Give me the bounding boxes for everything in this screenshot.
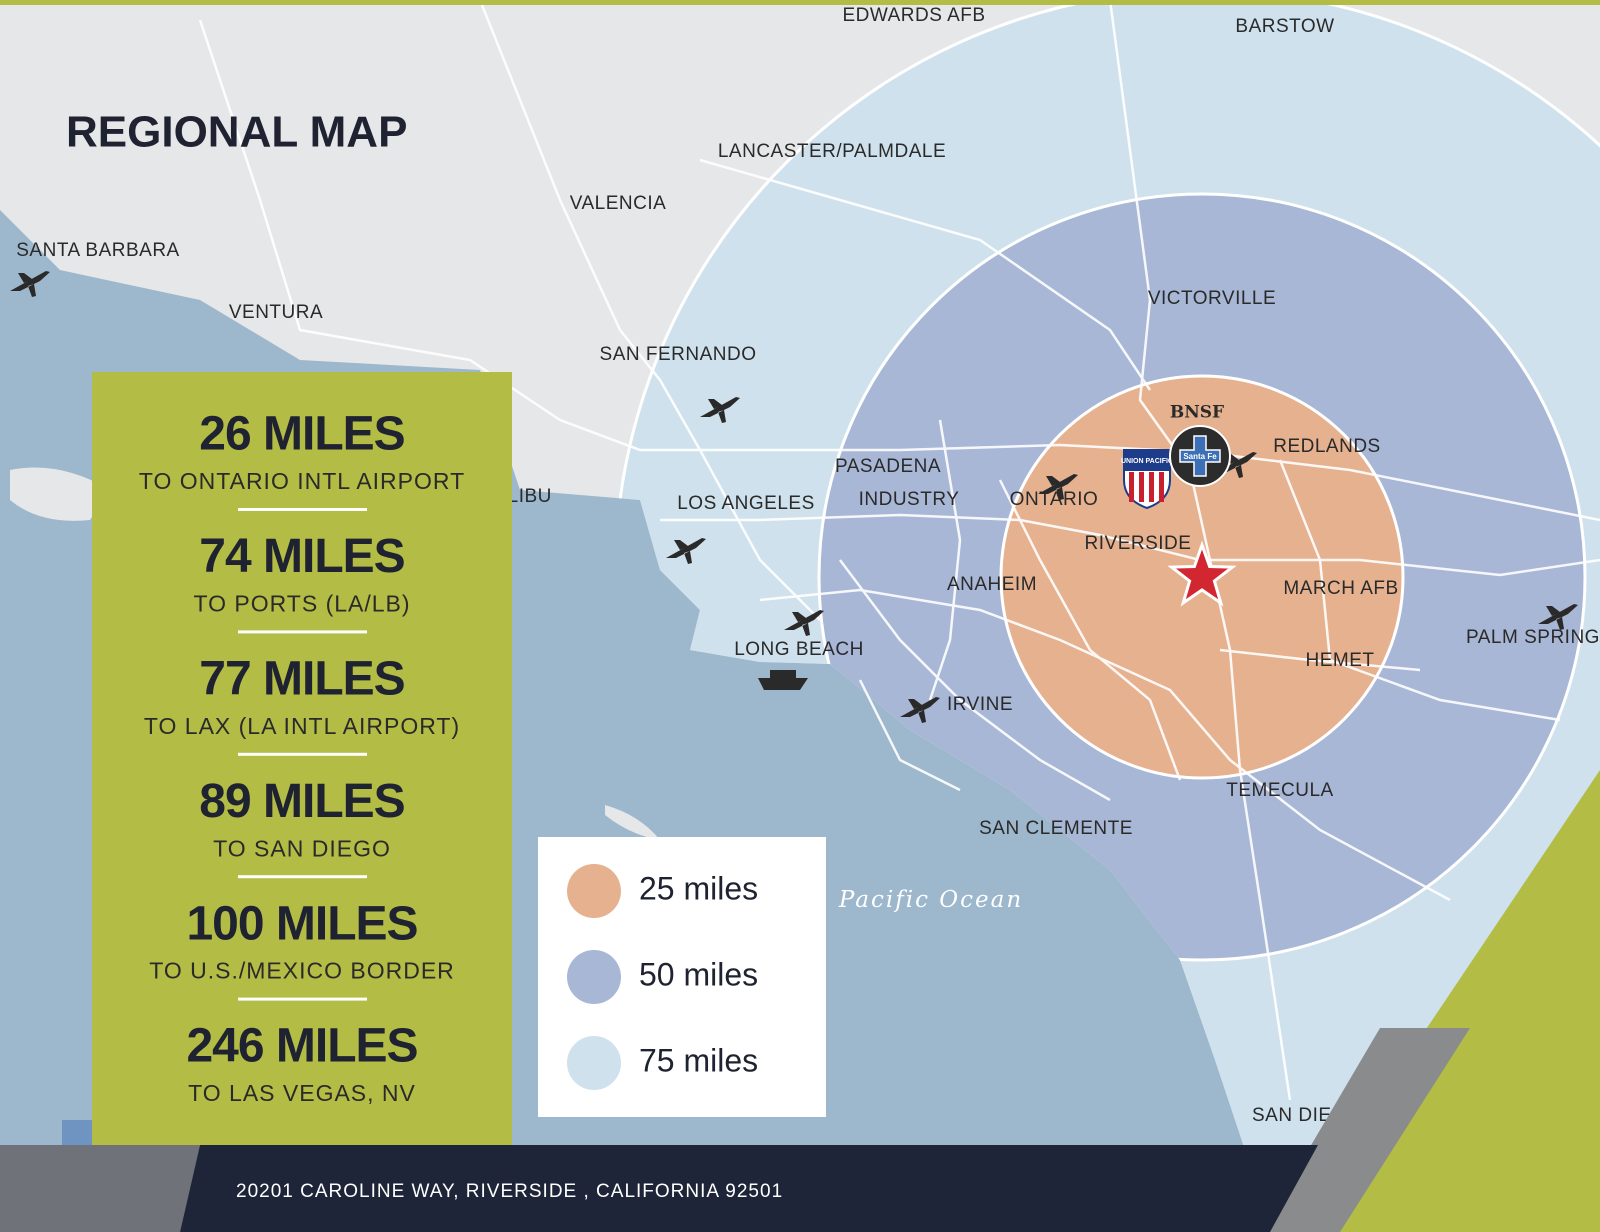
footer-left bbox=[0, 1145, 200, 1232]
rail-label: Santa Fe bbox=[1183, 452, 1217, 461]
rail-label: UNION PACIFIC bbox=[1121, 458, 1173, 465]
airport-icon bbox=[1217, 452, 1257, 478]
airport-icon bbox=[784, 610, 824, 636]
top-rule bbox=[0, 0, 1600, 5]
airport-icon bbox=[1038, 474, 1078, 500]
distance-destination: TO SAN DIEGO bbox=[213, 835, 391, 861]
roads bbox=[198, 0, 1600, 1101]
distance-destination: TO ONTARIO INTL AIRPORT bbox=[139, 468, 465, 494]
airport-icon bbox=[666, 538, 706, 564]
shield-stripe bbox=[1149, 472, 1154, 502]
island bbox=[10, 467, 110, 521]
shield-stripe bbox=[1159, 472, 1164, 502]
legend-swatch bbox=[567, 1036, 621, 1090]
separator bbox=[238, 508, 367, 511]
city-label: IRVINE bbox=[947, 694, 1013, 715]
distance-value: 100 MILES bbox=[186, 897, 417, 950]
legend-label: 25 miles bbox=[639, 870, 758, 906]
shield-stripe bbox=[1129, 472, 1134, 502]
city-label: MARCH AFB bbox=[1283, 578, 1398, 599]
city-label: LANCASTER/PALMDALE bbox=[718, 141, 946, 162]
city-label: BARSTOW bbox=[1235, 16, 1334, 37]
distance-destination: TO U.S./MEXICO BORDER bbox=[149, 958, 455, 984]
site-marker bbox=[1167, 540, 1237, 607]
airport-icon bbox=[1538, 604, 1578, 630]
airport-icon bbox=[10, 271, 50, 297]
santa-fe-cross bbox=[1179, 435, 1221, 477]
city-label: ANAHEIM bbox=[947, 574, 1037, 595]
separator bbox=[238, 997, 367, 1001]
distance-value: 246 MILES bbox=[186, 1020, 417, 1073]
legend-swatch bbox=[567, 950, 621, 1004]
rail-label: BNSF bbox=[1170, 403, 1224, 423]
distance-value: 89 MILES bbox=[199, 775, 404, 828]
distance-destination: TO PORTS (LA/LB) bbox=[193, 590, 410, 616]
city-label: LONG BEACH bbox=[734, 639, 864, 660]
page-title: REGIONAL MAP bbox=[66, 108, 407, 157]
distance-list: 26 MILES TO ONTARIO INTL AIRPORT 74 MILES T… bbox=[139, 408, 465, 1106]
city-label: HEMET bbox=[1306, 650, 1375, 671]
city-label: INDUSTRY bbox=[859, 489, 960, 510]
accent-band bbox=[1260, 1028, 1470, 1232]
city-label: VICTORVILLE bbox=[1148, 288, 1276, 309]
city-label: EDWARDS AFB bbox=[842, 5, 985, 26]
airport-icon bbox=[700, 397, 740, 423]
distance-destination: TO LAX (LA INTL AIRPORT) bbox=[144, 713, 460, 739]
city-label: VALENCIA bbox=[570, 193, 667, 214]
distance-panel bbox=[92, 372, 512, 1145]
city-label: LOS ANGELES bbox=[677, 493, 815, 514]
airport-icon bbox=[900, 697, 940, 723]
separator bbox=[238, 875, 367, 879]
separator bbox=[238, 752, 367, 756]
city-label: REDLANDS bbox=[1273, 436, 1380, 457]
city-label: SAN FERNANDO bbox=[600, 344, 757, 365]
city-label: PALM SPRINGS bbox=[1466, 627, 1600, 648]
legend-label: 75 miles bbox=[639, 1042, 758, 1078]
distance-value: 26 MILES bbox=[199, 408, 404, 461]
city-label: VENTURA bbox=[229, 302, 323, 323]
legend: 25 miles 50 miles 75 miles bbox=[567, 864, 758, 1090]
distance-destination: TO LAS VEGAS, NV bbox=[188, 1080, 416, 1106]
city-label: SAN CLEMENTE bbox=[979, 818, 1133, 839]
shield-stripe bbox=[1139, 472, 1144, 502]
city-label: PASADENA bbox=[835, 456, 941, 477]
port-icon bbox=[758, 670, 808, 690]
legend-swatch bbox=[567, 864, 621, 918]
distance-value: 77 MILES bbox=[199, 652, 404, 705]
distance-value: 74 MILES bbox=[199, 530, 404, 583]
island bbox=[605, 805, 660, 840]
separator bbox=[238, 630, 367, 634]
city-label: ONTARIO bbox=[1010, 489, 1099, 510]
city-label: RIVERSIDE bbox=[1085, 533, 1192, 554]
icons: BNSF UNION PACIFIC Santa Fe bbox=[10, 271, 1578, 723]
city-label: TEMECULA bbox=[1226, 780, 1333, 801]
ocean-label: Pacific Ocean bbox=[838, 887, 1023, 913]
footer-address: 20201 CAROLINE WAY, RIVERSIDE , CALIFORN… bbox=[236, 1181, 783, 1202]
city-label: SANTA BARBARA bbox=[16, 240, 179, 261]
footer-bar bbox=[180, 1145, 1318, 1232]
shield-band bbox=[1125, 451, 1169, 471]
legend-label: 50 miles bbox=[639, 956, 758, 992]
